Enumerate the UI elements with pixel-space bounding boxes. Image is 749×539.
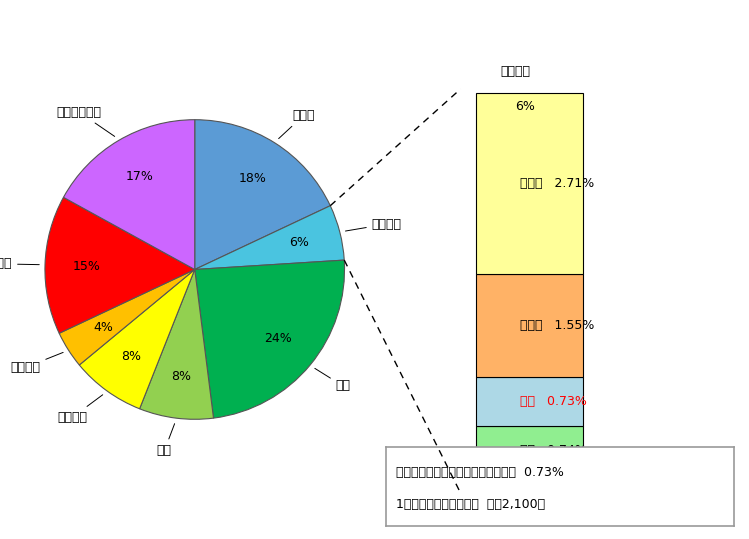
Wedge shape: [195, 260, 345, 418]
Wedge shape: [59, 270, 195, 365]
Text: 光熱水費: 光熱水費: [500, 65, 530, 78]
Text: 下水   0.74%: 下水 0.74%: [521, 444, 587, 457]
Text: 保健医療: 保健医療: [10, 353, 63, 374]
Text: 交通・通信: 交通・通信: [0, 257, 39, 270]
Text: 電気代   2.71%: 電気代 2.71%: [521, 177, 595, 190]
Wedge shape: [139, 270, 213, 419]
Wedge shape: [195, 206, 345, 270]
Text: 家具被服: 家具被服: [58, 395, 103, 424]
Text: 24%: 24%: [264, 331, 291, 345]
Wedge shape: [64, 120, 195, 270]
Wedge shape: [79, 270, 195, 409]
Bar: [476, 377, 583, 426]
Text: ガス代   1.55%: ガス代 1.55%: [521, 319, 595, 332]
Bar: [476, 93, 583, 274]
Wedge shape: [45, 197, 195, 333]
Text: 水道   0.73%: 水道 0.73%: [521, 395, 587, 408]
Text: 住居: 住居: [157, 424, 175, 457]
Text: 4%: 4%: [94, 321, 114, 334]
Text: 18%: 18%: [239, 172, 267, 185]
Bar: [476, 475, 583, 493]
Text: 17%: 17%: [126, 170, 154, 183]
Bar: [476, 426, 583, 475]
Text: 8%: 8%: [172, 370, 191, 383]
Text: 6%: 6%: [289, 236, 309, 249]
Text: その他: その他: [279, 109, 315, 139]
Wedge shape: [195, 120, 330, 270]
Text: 他の光熱   0.27%: 他の光熱 0.27%: [521, 478, 602, 490]
Bar: [476, 274, 583, 377]
Text: 生活費全体における水道料金の割合  0.73%: 生活費全体における水道料金の割合 0.73%: [396, 466, 564, 479]
Text: 6%: 6%: [515, 100, 535, 113]
Text: 食料: 食料: [315, 368, 351, 392]
Text: 15%: 15%: [73, 260, 101, 273]
Text: 教育・娯楽等: 教育・娯楽等: [57, 106, 115, 136]
Text: 8%: 8%: [121, 350, 142, 363]
Text: 光熱水費: 光熱水費: [345, 218, 401, 231]
Text: 1ヶ月あたりの水道料金  平均2,100円: 1ヶ月あたりの水道料金 平均2,100円: [396, 498, 545, 511]
